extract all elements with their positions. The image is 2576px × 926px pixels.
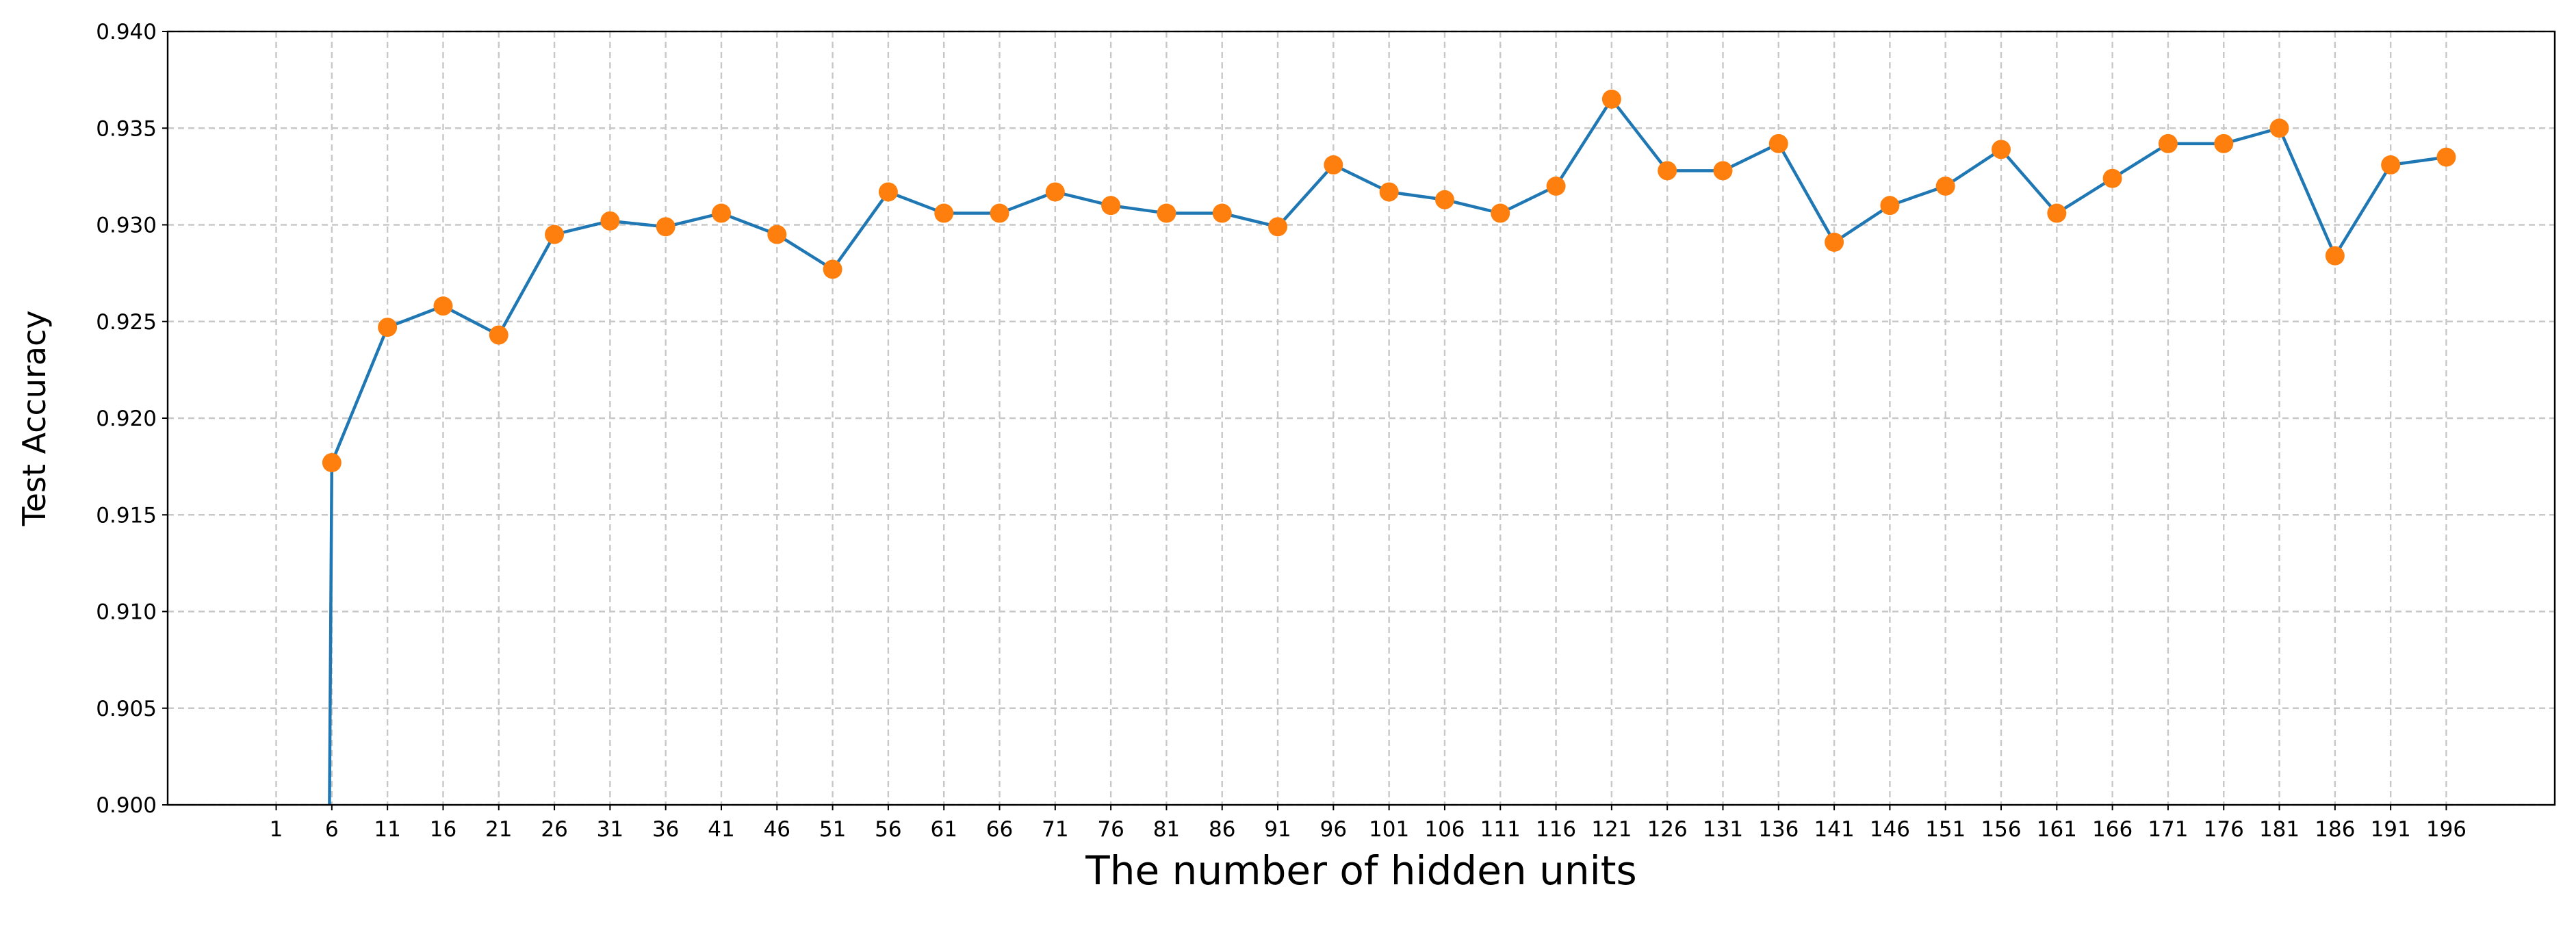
data-point	[1379, 182, 1399, 202]
x-tick-label: 11	[374, 817, 400, 842]
x-tick-label: 141	[1814, 817, 1855, 842]
x-tick-label: 191	[2371, 817, 2411, 842]
data-point	[2381, 155, 2401, 175]
x-tick-label: 41	[708, 817, 734, 842]
x-tick-label: 116	[1536, 817, 1576, 842]
x-tick-label: 51	[819, 817, 846, 842]
x-tick-label: 36	[652, 817, 679, 842]
data-point	[1658, 161, 1677, 181]
data-point	[1434, 190, 1454, 209]
data-point	[1880, 196, 1900, 216]
x-tick-label: 91	[1264, 817, 1291, 842]
x-tick-label: 136	[1758, 817, 1799, 842]
x-tick-label: 1	[270, 817, 283, 842]
y-tick-label: 0.925	[96, 310, 157, 335]
x-tick-label: 156	[1981, 817, 2021, 842]
data-point	[878, 182, 898, 202]
x-tick-label: 161	[2037, 817, 2077, 842]
data-point	[2214, 133, 2234, 153]
data-point	[1546, 177, 1566, 196]
x-tick-label: 146	[1870, 817, 1910, 842]
y-tick-label: 0.905	[96, 697, 157, 721]
x-tick-label: 186	[2315, 817, 2355, 842]
plot-area	[322, 89, 2456, 805]
data-point	[2158, 133, 2178, 153]
data-point	[1935, 177, 1955, 196]
y-tick-label: 0.915	[96, 503, 157, 528]
y-tick-label: 0.930	[96, 214, 157, 238]
x-tick-label: 111	[1480, 817, 1521, 842]
x-tick-label: 166	[2092, 817, 2133, 842]
data-point	[378, 318, 398, 337]
data-point	[600, 211, 620, 231]
x-tick-label: 121	[1591, 817, 1632, 842]
data-point	[767, 224, 787, 244]
x-tick-label: 151	[1925, 817, 1966, 842]
y-tick-label: 0.900	[96, 793, 157, 818]
data-point	[1324, 155, 1343, 175]
data-point	[1491, 203, 1510, 223]
data-point	[2102, 168, 2122, 188]
data-point	[1713, 161, 1733, 181]
x-tick-label: 21	[485, 817, 512, 842]
x-tick-label: 131	[1703, 817, 1743, 842]
y-tick-label: 0.920	[96, 407, 157, 431]
x-tick-label: 101	[1369, 817, 1409, 842]
data-point	[1045, 182, 1065, 202]
y-tick-label: 0.910	[96, 600, 157, 625]
x-tick-label: 86	[1209, 817, 1235, 842]
x-tick-label: 71	[1042, 817, 1068, 842]
data-point	[2325, 246, 2345, 266]
data-point	[1601, 89, 1621, 109]
x-tick-label: 26	[541, 817, 567, 842]
data-point	[2436, 147, 2456, 167]
x-tick-label: 61	[930, 817, 957, 842]
data-point	[656, 217, 675, 237]
data-point	[1212, 203, 1232, 223]
data-point	[433, 296, 453, 316]
x-tick-label: 81	[1153, 817, 1180, 842]
x-tick-label: 31	[597, 817, 623, 842]
data-point	[1157, 203, 1176, 223]
x-tick-label: 16	[430, 817, 456, 842]
y-tick-label: 0.940	[96, 20, 157, 44]
x-tick-label: 181	[2259, 817, 2300, 842]
x-tick-label: 176	[2204, 817, 2244, 842]
x-tick-label: 76	[1097, 817, 1124, 842]
data-point	[1101, 196, 1121, 216]
x-tick-label: 106	[1424, 817, 1465, 842]
data-point	[1268, 217, 1288, 237]
data-point	[2269, 118, 2289, 138]
data-point	[1825, 232, 1844, 252]
y-tick-label: 0.935	[96, 116, 157, 141]
x-tick-label: 66	[986, 817, 1013, 842]
data-point	[545, 224, 565, 244]
x-tick-label: 6	[325, 817, 339, 842]
data-point	[1768, 133, 1788, 153]
data-point	[990, 203, 1009, 223]
data-point	[1992, 140, 2011, 159]
data-point	[322, 452, 342, 472]
data-point	[934, 203, 954, 223]
x-tick-label: 196	[2426, 817, 2466, 842]
ticks: 0.900 0.905 0.910 0.915 0.920 0.925 0.930 0.935…	[96, 20, 2466, 842]
y-axis-label: Test Accuracy	[16, 310, 53, 526]
data-point	[489, 325, 508, 345]
x-tick-label: 56	[875, 817, 901, 842]
x-tick-label: 96	[1320, 817, 1347, 842]
x-axis-label: The number of hidden units	[1085, 847, 1636, 894]
x-tick-label: 126	[1647, 817, 1688, 842]
series-line	[328, 96, 2447, 805]
data-point	[2047, 203, 2067, 223]
x-tick-label: 46	[764, 817, 790, 842]
data-point	[823, 259, 842, 279]
x-tick-label: 171	[2148, 817, 2188, 842]
data-point	[711, 203, 731, 223]
grid	[168, 30, 2555, 806]
